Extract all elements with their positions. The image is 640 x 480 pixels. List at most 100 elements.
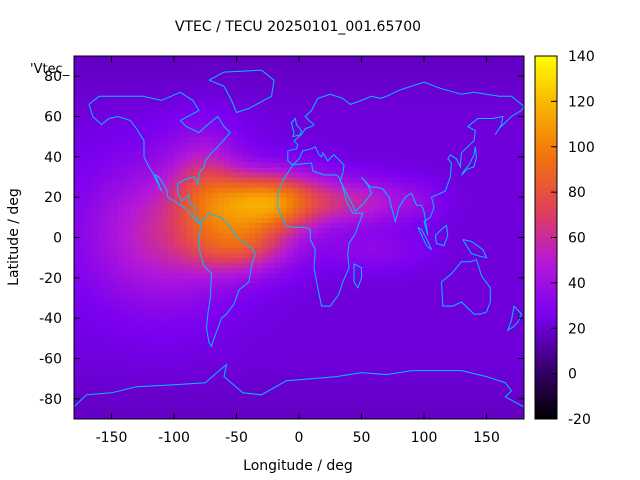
heat-cell: [86, 96, 94, 102]
heat-cell: [174, 378, 181, 385]
heat-cell: [411, 151, 419, 158]
heat-cell: [349, 373, 356, 380]
heat-cell: [417, 292, 425, 299]
heat-cell: [124, 151, 131, 158]
heat-cell: [161, 197, 169, 203]
heat-cell: [492, 227, 500, 234]
heat-cell: [80, 343, 88, 350]
heat-cell: [136, 96, 144, 102]
heat-cell: [280, 358, 288, 365]
heat-cell: [124, 71, 131, 77]
heat-cell: [92, 353, 100, 360]
heat-cell: [461, 398, 469, 405]
heat-cell: [105, 141, 113, 148]
heat-cell: [142, 413, 150, 419]
heat-cell: [392, 156, 400, 163]
heat-cell: [111, 373, 119, 380]
heat-cell: [167, 76, 175, 82]
heat-cell: [124, 338, 131, 344]
heat-cell: [155, 131, 163, 138]
heat-cell: [236, 328, 244, 334]
heat-cell: [167, 197, 175, 203]
heat-cell: [211, 292, 219, 299]
heat-cell: [336, 222, 344, 229]
heat-cell: [417, 146, 425, 153]
heat-cell: [267, 96, 275, 102]
heat-cell: [267, 267, 275, 274]
heat-cell: [274, 358, 281, 365]
heat-cell: [367, 76, 375, 82]
heat-cell: [192, 222, 200, 229]
heat-cell: [392, 56, 400, 62]
heat-cell: [186, 328, 194, 334]
heat-cell: [205, 136, 213, 143]
heat-cell: [442, 388, 450, 395]
heat-cell: [430, 192, 438, 198]
heat-cell: [86, 177, 94, 183]
heat-cell: [305, 207, 313, 213]
heat-cell: [105, 146, 113, 153]
heat-cell: [124, 403, 131, 410]
heat-cell: [442, 338, 450, 344]
heat-cell: [411, 413, 419, 419]
heat-cell: [255, 187, 263, 193]
heat-cell: [86, 111, 94, 118]
heat-cell: [342, 292, 350, 299]
heat-cell: [399, 292, 406, 299]
heat-cell: [130, 192, 138, 198]
heat-cell: [430, 91, 438, 97]
heat-cell: [211, 378, 219, 385]
heat-cell: [74, 403, 81, 410]
heat-cell: [299, 303, 306, 309]
heat-cell: [474, 398, 481, 405]
heat-cell: [374, 257, 381, 264]
heat-cell: [124, 343, 131, 350]
heat-cell: [186, 237, 194, 244]
heat-cell: [136, 252, 144, 259]
heat-cell: [361, 257, 369, 264]
heat-cell: [111, 106, 119, 113]
heat-cell: [467, 313, 475, 319]
heat-cell: [399, 237, 406, 244]
heat-cell: [361, 156, 369, 163]
heat-cell: [430, 66, 438, 72]
heat-cell: [392, 373, 400, 380]
heat-cell: [111, 292, 119, 299]
heat-cell: [336, 348, 344, 355]
heat-cell: [411, 388, 419, 395]
heat-cell: [455, 197, 463, 203]
heat-cell: [249, 328, 256, 334]
heat-cell: [367, 141, 375, 148]
heat-cell: [230, 217, 238, 223]
heat-cell: [499, 81, 506, 87]
heat-cell: [367, 282, 375, 289]
heat-cell: [367, 247, 375, 254]
heat-cell: [336, 292, 344, 299]
heat-cell: [442, 182, 450, 188]
heat-cell: [117, 383, 125, 390]
heat-cell: [467, 333, 475, 339]
heat-cell: [86, 76, 94, 82]
heat-cell: [242, 91, 250, 97]
heat-cell: [299, 277, 306, 284]
heat-cell: [317, 227, 325, 234]
heat-cell: [336, 413, 344, 419]
heat-cell: [180, 56, 188, 62]
heat-cell: [161, 323, 169, 329]
heat-cell: [436, 383, 444, 390]
heat-cell: [117, 61, 125, 67]
heat-cell: [286, 398, 294, 405]
heat-cell: [242, 171, 250, 178]
heat-cell: [399, 91, 406, 97]
heat-cell: [486, 212, 494, 218]
heat-cell: [430, 363, 438, 370]
heat-cell: [305, 81, 313, 87]
heat-cell: [86, 328, 94, 334]
heat-cell: [480, 252, 488, 259]
heat-cell: [442, 61, 450, 67]
heat-cell: [111, 197, 119, 203]
heat-cell: [249, 313, 256, 319]
heat-cell: [474, 368, 481, 375]
heat-cell: [336, 56, 344, 62]
heat-cell: [436, 308, 444, 314]
